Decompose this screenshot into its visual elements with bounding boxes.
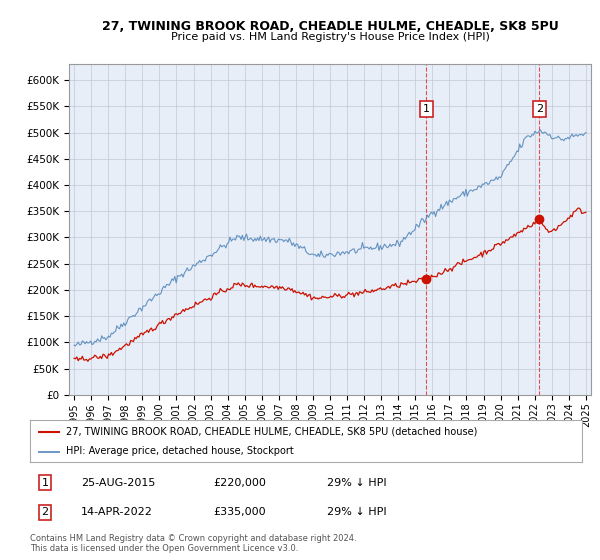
Text: HPI: Average price, detached house, Stockport: HPI: Average price, detached house, Stoc… (66, 446, 293, 456)
Text: £335,000: £335,000 (213, 507, 266, 517)
Text: £220,000: £220,000 (213, 478, 266, 488)
Text: 25-AUG-2015: 25-AUG-2015 (81, 478, 155, 488)
Text: 2: 2 (536, 104, 543, 114)
Text: 1: 1 (423, 104, 430, 114)
Text: 1: 1 (41, 478, 49, 488)
Text: 29% ↓ HPI: 29% ↓ HPI (327, 507, 386, 517)
Text: Price paid vs. HM Land Registry's House Price Index (HPI): Price paid vs. HM Land Registry's House … (170, 32, 490, 42)
Text: 14-APR-2022: 14-APR-2022 (81, 507, 153, 517)
Text: Contains HM Land Registry data © Crown copyright and database right 2024.
This d: Contains HM Land Registry data © Crown c… (30, 534, 356, 553)
Text: 2: 2 (41, 507, 49, 517)
Text: 27, TWINING BROOK ROAD, CHEADLE HULME, CHEADLE, SK8 5PU (detached house): 27, TWINING BROOK ROAD, CHEADLE HULME, C… (66, 427, 477, 437)
Text: 29% ↓ HPI: 29% ↓ HPI (327, 478, 386, 488)
Text: 27, TWINING BROOK ROAD, CHEADLE HULME, CHEADLE, SK8 5PU: 27, TWINING BROOK ROAD, CHEADLE HULME, C… (101, 20, 559, 32)
